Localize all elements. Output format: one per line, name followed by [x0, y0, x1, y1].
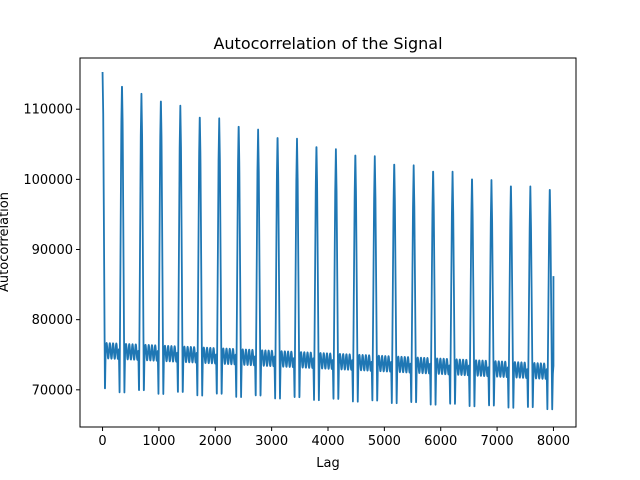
- y-tick-label: 100000: [23, 173, 73, 188]
- plot-area: [101, 72, 555, 411]
- x-axis-ticks: 0 1000 2000 3000 4000 5000 6000 7000 8000: [98, 427, 570, 449]
- x-tick-label: 0: [98, 434, 106, 449]
- x-tick-label: 8000: [537, 434, 570, 449]
- chart-title: Autocorrelation of the Signal: [213, 34, 442, 53]
- y-axis-label: Autocorrelation: [0, 192, 12, 292]
- y-axis-ticks: 70000 80000 90000 100000 110000: [23, 103, 80, 398]
- x-tick-label: 3000: [255, 434, 288, 449]
- autocorrelation-line: [101, 72, 555, 411]
- x-tick-label: 7000: [481, 434, 514, 449]
- y-tick-label: 110000: [23, 103, 73, 118]
- x-tick-label: 4000: [311, 434, 344, 449]
- x-tick-label: 5000: [368, 434, 401, 449]
- x-tick-label: 1000: [142, 434, 175, 449]
- axes-frame: [79, 57, 577, 428]
- x-tick-label: 2000: [199, 434, 232, 449]
- y-tick-label: 80000: [32, 313, 73, 328]
- x-axis-label: Lag: [316, 456, 339, 471]
- y-tick-label: 70000: [32, 383, 73, 398]
- x-tick-label: 6000: [424, 434, 457, 449]
- y-tick-label: 90000: [32, 243, 73, 258]
